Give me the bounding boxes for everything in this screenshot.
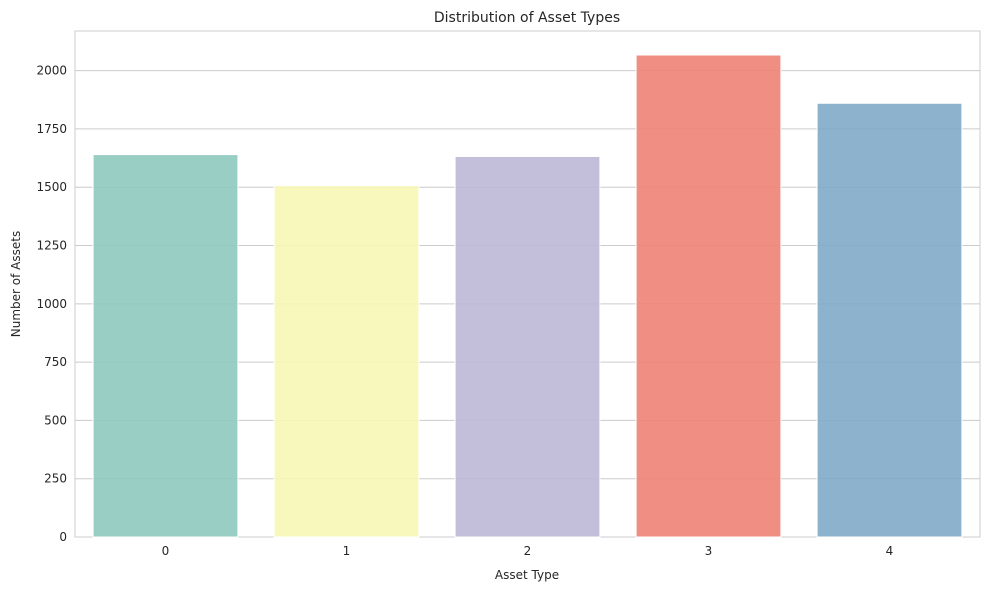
y-tick-label: 1750: [36, 122, 67, 136]
bar-0: [92, 154, 239, 538]
x-tick-label: 3: [705, 544, 713, 558]
y-axis-ticks: 0 250 500 750 1000 1250 1500 1750 2000: [36, 64, 67, 544]
y-tick-label: 750: [44, 355, 67, 369]
y-axis-title: Number of Assets: [9, 231, 23, 337]
x-axis-ticks: 0 1 2 3 4: [162, 544, 894, 558]
y-tick-label: 1000: [36, 297, 67, 311]
bars: [92, 54, 963, 538]
x-axis-title: Asset Type: [495, 568, 559, 582]
x-tick-label: 1: [343, 544, 351, 558]
x-tick-label: 4: [886, 544, 894, 558]
bar-4: [816, 102, 963, 538]
chart-title: Distribution of Asset Types: [434, 10, 620, 26]
x-tick-label: 0: [162, 544, 170, 558]
y-tick-label: 250: [44, 472, 67, 486]
bar-1: [273, 185, 420, 538]
y-tick-label: 2000: [36, 64, 67, 78]
y-tick-label: 1500: [36, 180, 67, 194]
y-tick-label: 0: [59, 530, 67, 544]
y-tick-label: 500: [44, 413, 67, 427]
bar-3: [635, 54, 782, 538]
x-tick-label: 2: [524, 544, 532, 558]
bar-2: [454, 155, 601, 538]
y-tick-label: 1250: [36, 239, 67, 253]
